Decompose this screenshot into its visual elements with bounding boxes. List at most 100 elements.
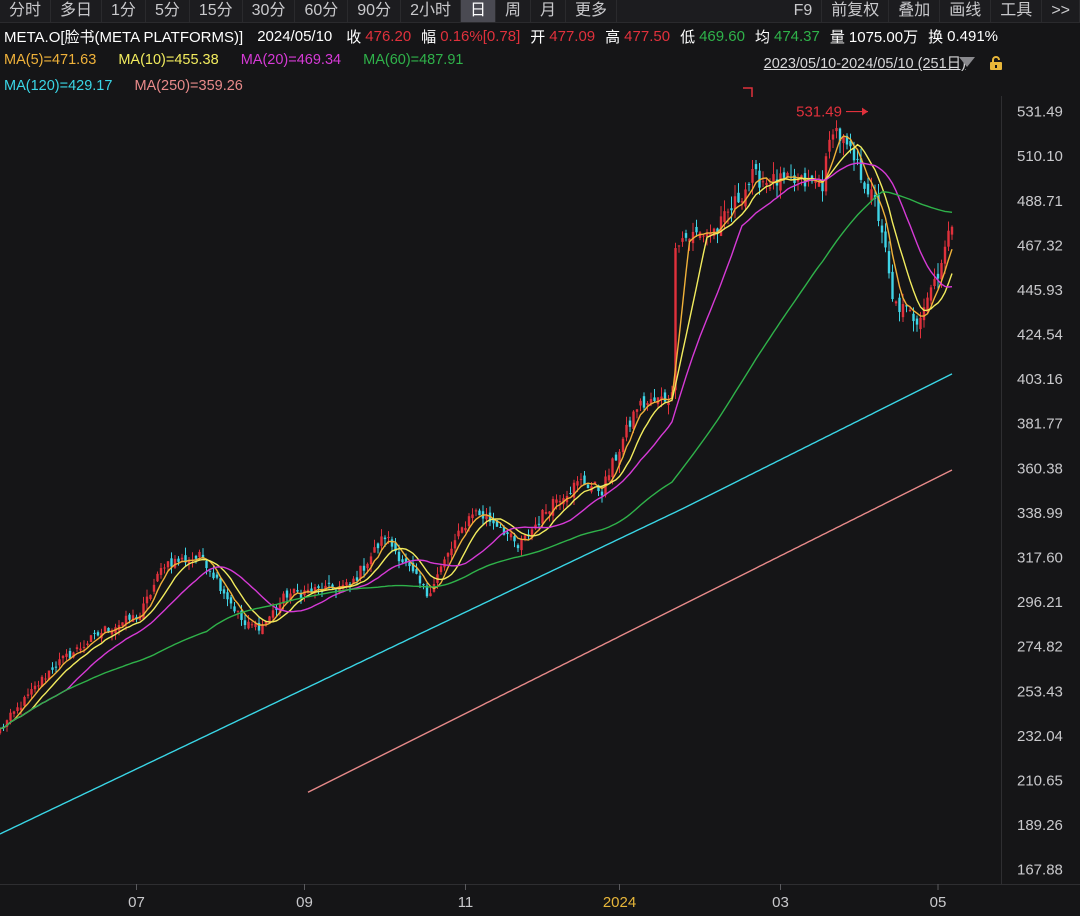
max-marker-arrow xyxy=(862,107,868,116)
candle-body xyxy=(201,554,205,558)
period-tab-6[interactable]: 60分 xyxy=(295,0,349,22)
open-value: 477.09 xyxy=(549,27,596,45)
candle-body xyxy=(821,181,824,192)
candle-body xyxy=(376,543,380,549)
price-tick-label: 445.93 xyxy=(1017,282,1063,299)
period-tab-3[interactable]: 5分 xyxy=(146,0,190,22)
candle-body xyxy=(880,225,884,233)
price-tick-label: 296.21 xyxy=(1017,594,1063,611)
tool-button-3[interactable]: 画线 xyxy=(940,0,992,22)
candle-body xyxy=(471,514,474,519)
candle-body xyxy=(443,559,446,568)
candle-body xyxy=(215,574,219,578)
candle-body xyxy=(422,584,425,586)
candle-body xyxy=(40,676,44,687)
candle-body xyxy=(618,451,621,465)
period-tab-8[interactable]: 2小时 xyxy=(401,0,461,22)
candle-body xyxy=(278,603,282,614)
candle-body xyxy=(324,585,327,590)
candle-body xyxy=(425,585,429,597)
candle-body xyxy=(247,621,250,629)
candle-body xyxy=(107,627,110,632)
price-tick-label: 510.10 xyxy=(1017,148,1063,165)
candle-body xyxy=(933,279,936,287)
candle-body xyxy=(103,626,107,632)
candle-body xyxy=(366,563,369,569)
candle-body xyxy=(929,287,933,301)
time-tick-label: 11 xyxy=(458,894,474,911)
candle-body xyxy=(499,526,502,528)
period-tab-12[interactable]: 更多 xyxy=(566,0,618,22)
candle-body xyxy=(446,553,450,557)
tool-button-1[interactable]: 前复权 xyxy=(822,0,890,22)
candle-body xyxy=(110,630,114,635)
candle-body xyxy=(187,560,191,564)
triangle-down-icon[interactable] xyxy=(958,56,976,68)
candle-body xyxy=(184,555,187,563)
period-tab-7[interactable]: 90分 xyxy=(348,0,402,22)
date-range-selector[interactable]: 2023/05/10-2024/05/10 (251日) xyxy=(763,56,966,72)
change-label: 幅 xyxy=(421,28,437,46)
avg-label: 均 xyxy=(754,28,770,46)
candle-body xyxy=(254,623,257,628)
candle-body xyxy=(16,707,19,712)
candle-body xyxy=(23,696,26,706)
candle-body xyxy=(79,648,82,651)
candle-body xyxy=(597,485,600,492)
candle-body xyxy=(740,201,744,203)
candle-body xyxy=(33,685,37,690)
period-tab-0[interactable]: 分时 xyxy=(0,0,52,22)
candle-body xyxy=(219,578,222,591)
price-tick-label: 488.71 xyxy=(1017,193,1063,210)
candle-body xyxy=(817,182,821,187)
candle-body xyxy=(96,632,100,636)
candle-body xyxy=(936,273,940,279)
period-tab-2[interactable]: 1分 xyxy=(102,0,146,22)
period-tab-9[interactable]: 日 xyxy=(461,0,497,22)
candle-body xyxy=(653,397,656,401)
ma60-line xyxy=(0,191,953,730)
candle-body xyxy=(625,424,628,438)
ma20-legend: MA(20)=469.34 xyxy=(240,52,342,68)
crosshair-corner-mark xyxy=(743,87,753,97)
period-tab-11[interactable]: 月 xyxy=(531,0,567,22)
period-tab-5[interactable]: 30分 xyxy=(243,0,296,22)
ma120-line xyxy=(0,373,953,835)
tool-button-0[interactable]: F9 xyxy=(785,0,823,22)
tool-button-4[interactable]: 工具 xyxy=(991,0,1043,22)
candle-body xyxy=(464,527,467,531)
tool-button-2[interactable]: 叠加 xyxy=(889,0,941,22)
candle-body xyxy=(747,183,751,185)
candle-body xyxy=(845,135,849,145)
period-tab-4[interactable]: 15分 xyxy=(190,0,243,22)
candle-body xyxy=(198,551,201,558)
candle-body xyxy=(54,666,58,668)
volume-label: 量 xyxy=(829,28,845,46)
candle-body xyxy=(660,396,663,400)
candle-body xyxy=(950,226,954,235)
candle-body xyxy=(121,622,124,626)
candle-body xyxy=(331,584,334,589)
candle-body xyxy=(576,481,579,486)
candle-body xyxy=(194,555,198,559)
candle-body xyxy=(912,313,915,322)
candle-body xyxy=(719,216,723,236)
candle-body xyxy=(212,572,215,579)
ma5-legend: MA(5)=471.63 xyxy=(4,52,97,68)
candle-body xyxy=(926,297,929,312)
candle-body xyxy=(19,707,23,711)
change-value: 0.16%[0.78] xyxy=(440,27,521,45)
candle-body xyxy=(782,172,786,178)
lock-icon[interactable] xyxy=(988,56,1004,70)
candle-body xyxy=(716,228,719,233)
price-tick-label: 403.16 xyxy=(1017,371,1063,388)
ma20-line xyxy=(0,162,953,730)
price-tick-label: 381.77 xyxy=(1017,416,1063,433)
candle-body xyxy=(51,667,54,670)
candle-body xyxy=(842,136,845,144)
period-tab-1[interactable]: 多日 xyxy=(51,0,103,22)
period-tab-10[interactable]: 周 xyxy=(496,0,532,22)
ma-legend-row-2: MA(120)=429.17 MA(250)=359.26 xyxy=(4,78,261,94)
ma250-legend: MA(250)=359.26 xyxy=(134,78,243,94)
